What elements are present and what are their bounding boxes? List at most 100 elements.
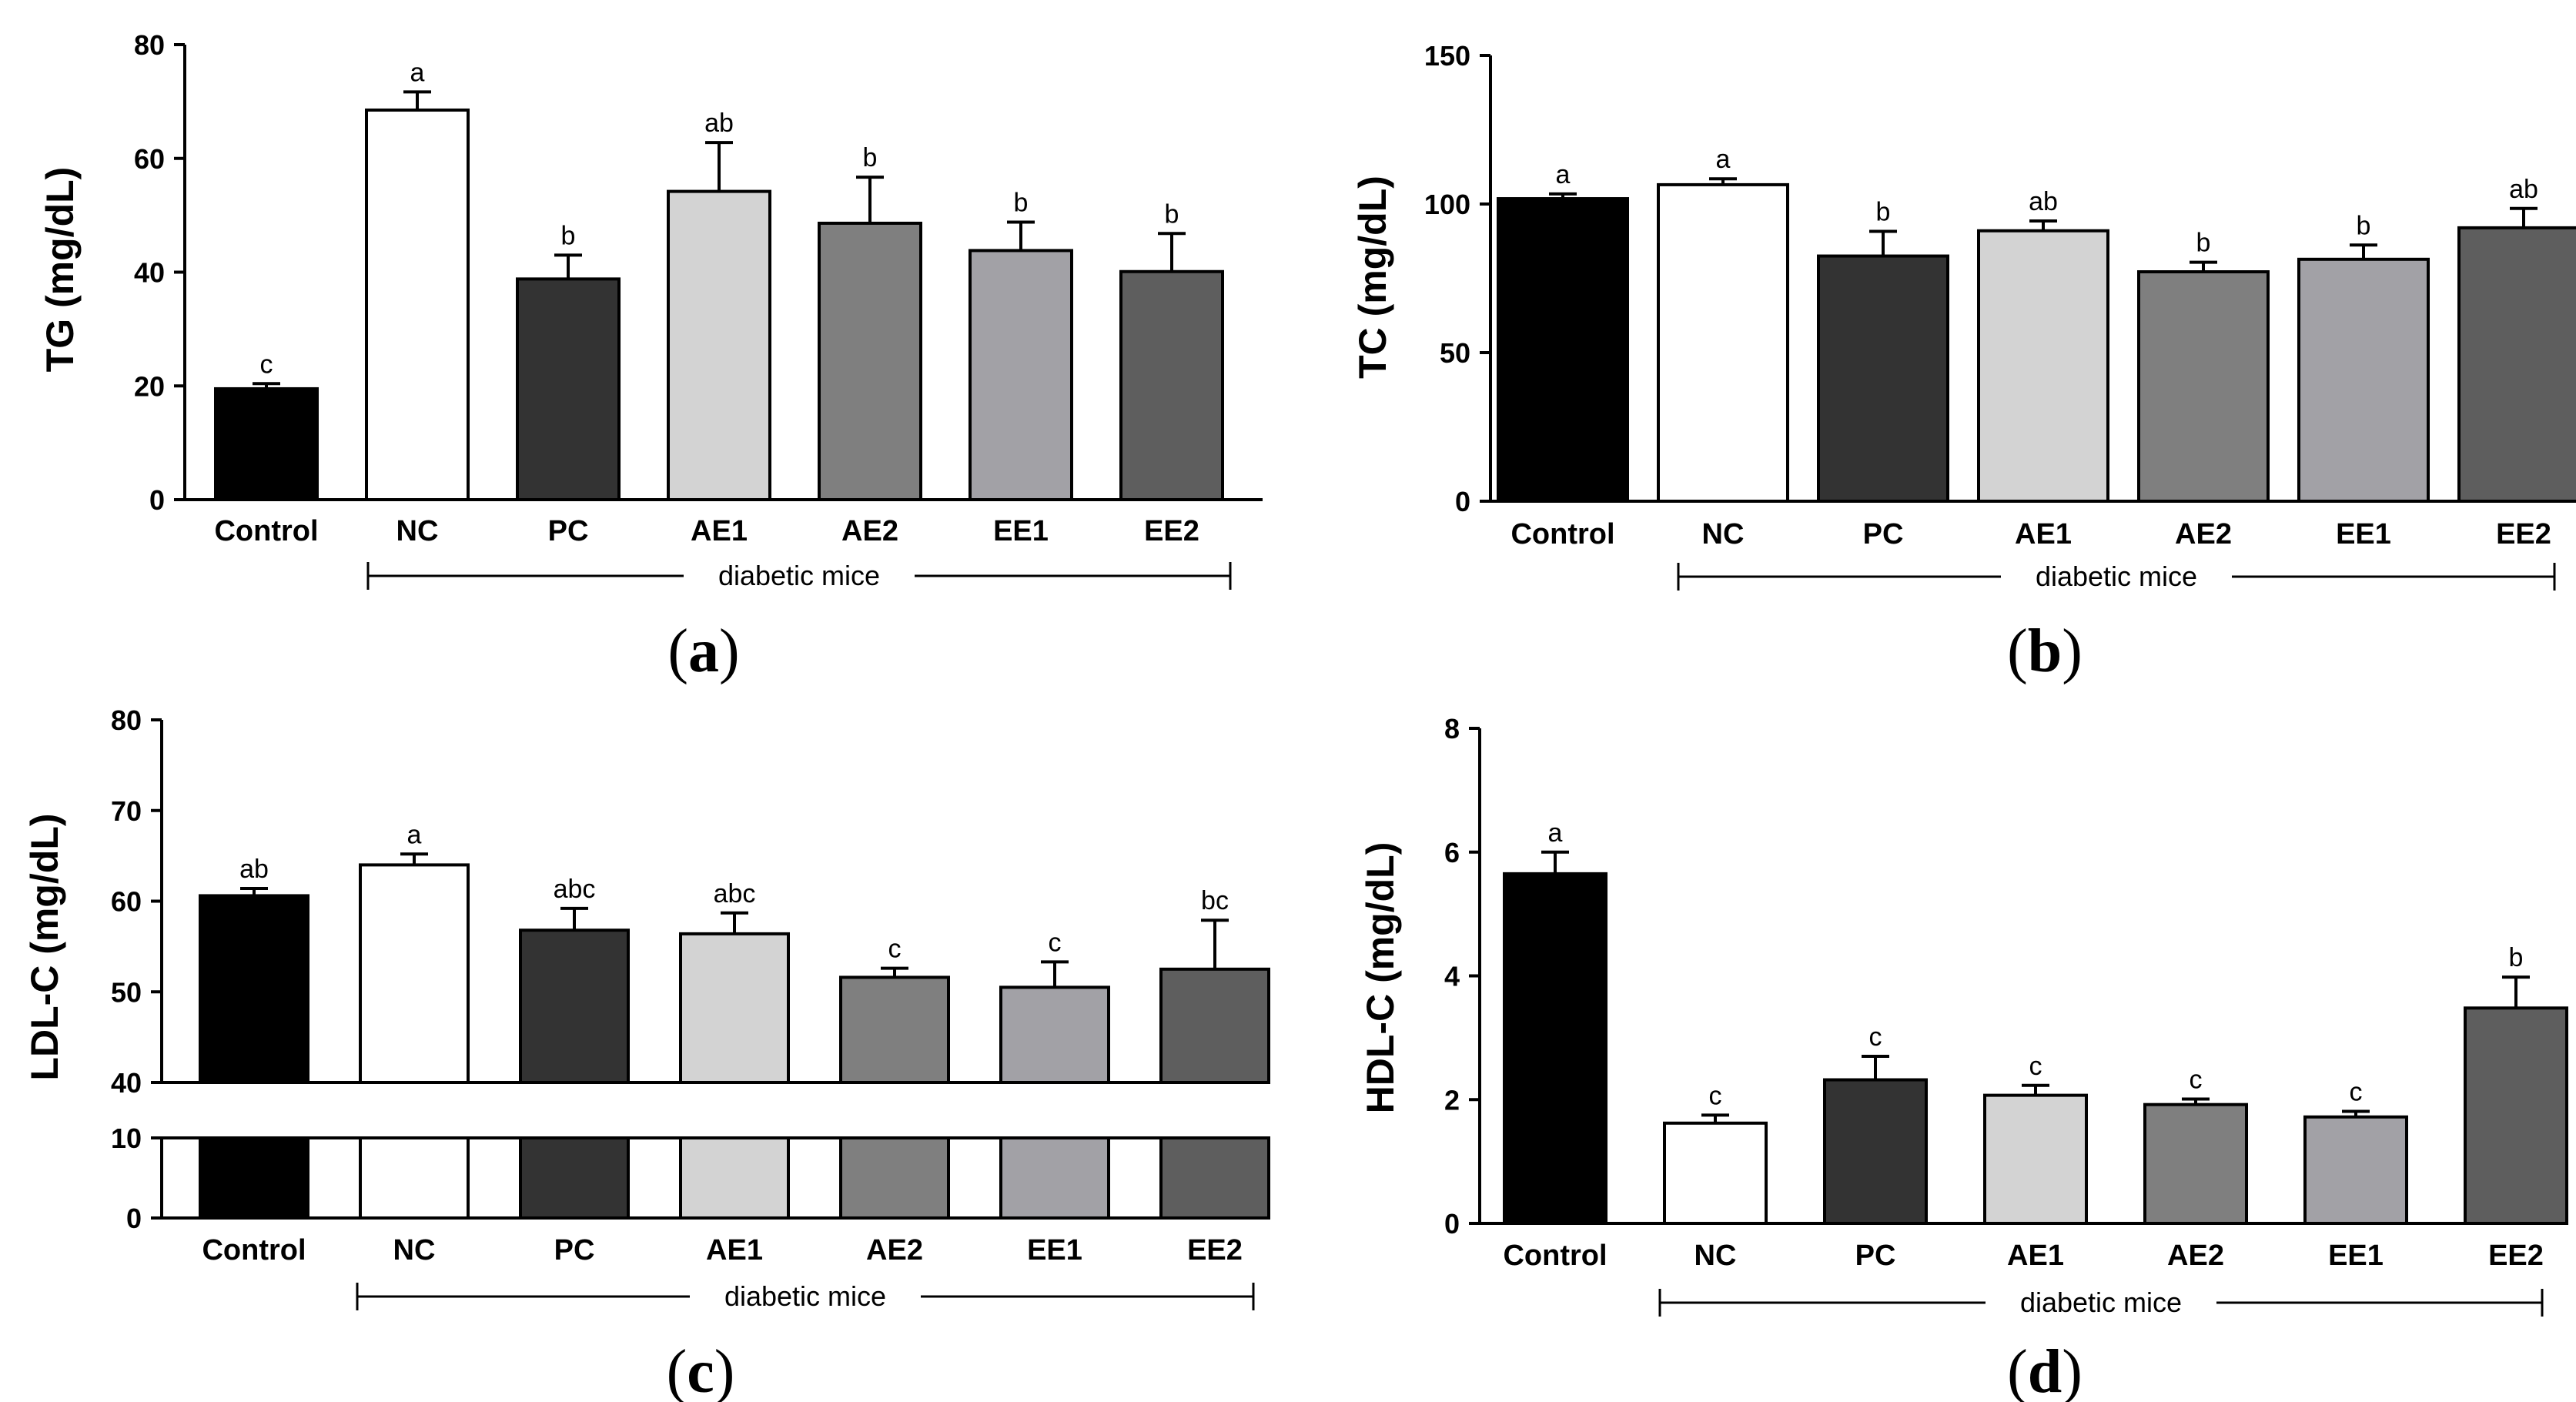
y-tick-label: 2 — [1444, 1084, 1460, 1116]
y-axis-label: HDL-C (mg/dL) — [1359, 842, 1402, 1114]
category-label: NC — [1694, 1240, 1737, 1272]
bar-upper-NC — [359, 863, 470, 1085]
y-axis-label: LDL-C (mg/dL) — [23, 813, 66, 1080]
y-tick-label: 50 — [1440, 337, 1470, 369]
bar-upper-PC — [519, 929, 630, 1085]
significance-letter: abc — [714, 879, 756, 908]
y-tick-label: 0 — [126, 1203, 142, 1234]
bar-PC — [1823, 1078, 1928, 1226]
significance-letter: abc — [554, 875, 596, 904]
group-label: diabetic mice — [2020, 1287, 2182, 1318]
category-label: PC — [1855, 1240, 1896, 1272]
chart-panel-3: LDL-C (mg/dL) 40 50 60 70 80 0 10 ab Control a NC ab… — [23, 704, 1270, 1402]
chart-panel-1: TG (mg/dL) 0 20 40 60 80 c Control a NC b PC ab AE1 b A… — [38, 29, 1263, 685]
bar-EE1 — [2303, 1115, 2408, 1225]
bar-AE1 — [1977, 229, 2109, 503]
y-tick-label: 150 — [1424, 40, 1470, 72]
y-tick-label: 60 — [134, 143, 165, 175]
significance-letter: ab — [704, 109, 734, 138]
category-label: AE2 — [2167, 1240, 2224, 1272]
y-tick-label: 80 — [134, 29, 165, 61]
bar-upper-AE1 — [679, 932, 790, 1085]
significance-letter: ab — [2029, 187, 2058, 216]
bar-Control — [1503, 872, 1607, 1225]
y-tick-label: 0 — [149, 484, 165, 516]
significance-letter: a — [410, 58, 425, 87]
bar-AE1 — [667, 189, 771, 501]
bar-lower-AE2 — [839, 1136, 950, 1220]
significance-letter: c — [2190, 1065, 2203, 1094]
category-label: Control — [1510, 518, 1614, 550]
category-label: AE2 — [866, 1234, 923, 1266]
category-label: EE2 — [2496, 518, 2551, 550]
bar-EE2 — [2464, 1006, 2568, 1226]
significance-letter: b — [1876, 198, 1891, 227]
category-label: Control — [214, 515, 318, 547]
category-label: Control — [202, 1234, 306, 1266]
bar-AE2 — [2137, 270, 2270, 503]
category-label: PC — [548, 515, 589, 547]
y-tick-label: 20 — [134, 370, 165, 402]
bar-EE2 — [2457, 226, 2576, 503]
bar-Control — [1497, 197, 1629, 503]
category-label: EE1 — [2336, 518, 2391, 550]
bar-lower-NC — [359, 1136, 470, 1220]
significance-letter: ab — [2509, 175, 2538, 204]
y-axis-label: TC (mg/dL) — [1351, 176, 1394, 379]
category-label: AE1 — [691, 515, 748, 547]
bar-Control — [214, 386, 319, 501]
bar-upper-EE2 — [1159, 967, 1270, 1084]
y-tick-label: 80 — [111, 704, 142, 736]
bar-AE2 — [2143, 1103, 2248, 1226]
bar-NC — [1663, 1121, 1768, 1225]
bar-upper-EE1 — [999, 985, 1110, 1085]
significance-letter: a — [1548, 818, 1563, 848]
significance-letter: b — [863, 143, 878, 172]
bar-EE1 — [969, 249, 1073, 501]
category-label: EE2 — [1144, 515, 1199, 547]
category-label: EE2 — [1187, 1234, 1243, 1266]
category-label: AE2 — [2175, 518, 2232, 550]
significance-letter: c — [2029, 1052, 2042, 1081]
significance-letter: b — [1165, 199, 1179, 229]
category-label: AE2 — [841, 515, 898, 547]
y-tick-label: 50 — [111, 976, 142, 1008]
y-tick-label: 60 — [111, 886, 142, 918]
y-tick-label: 0 — [1455, 486, 1470, 517]
category-label: PC — [1863, 518, 1904, 550]
group-label: diabetic mice — [724, 1280, 886, 1312]
category-label: NC — [393, 1234, 436, 1266]
bar-AE1 — [1983, 1093, 2088, 1226]
y-tick-label: 40 — [111, 1067, 142, 1099]
bar-PC — [1817, 254, 1949, 503]
bar-lower-EE2 — [1159, 1136, 1270, 1220]
category-label: AE1 — [2007, 1240, 2064, 1272]
category-label: EE1 — [2328, 1240, 2384, 1272]
category-label: AE1 — [706, 1234, 763, 1266]
category-label: NC — [396, 515, 439, 547]
panel-label: (d) — [2007, 1338, 2083, 1402]
category-label: EE2 — [2488, 1240, 2544, 1272]
bar-AE2 — [818, 221, 922, 501]
bar-lower-AE1 — [679, 1136, 790, 1220]
y-tick-label: 8 — [1444, 713, 1460, 744]
significance-letter: b — [2509, 943, 2524, 972]
bar-PC — [516, 277, 621, 501]
category-label: EE1 — [993, 515, 1049, 547]
y-tick-label: 0 — [1444, 1208, 1460, 1240]
panel-label: (c) — [667, 1338, 735, 1402]
significance-letter: c — [2350, 1078, 2363, 1107]
significance-letter: a — [407, 820, 422, 849]
bar-upper-Control — [199, 894, 309, 1085]
significance-letter: c — [888, 935, 902, 964]
significance-letter: c — [1709, 1081, 1722, 1110]
significance-letter: b — [561, 221, 576, 250]
category-label: AE1 — [2015, 518, 2072, 550]
significance-letter: b — [1014, 188, 1029, 217]
y-tick-label: 40 — [134, 257, 165, 289]
bar-lower-Control — [199, 1136, 309, 1220]
significance-letter: ab — [239, 855, 269, 884]
y-tick-label: 4 — [1444, 961, 1460, 992]
group-label: diabetic mice — [718, 560, 880, 591]
significance-letter: a — [1556, 160, 1571, 189]
